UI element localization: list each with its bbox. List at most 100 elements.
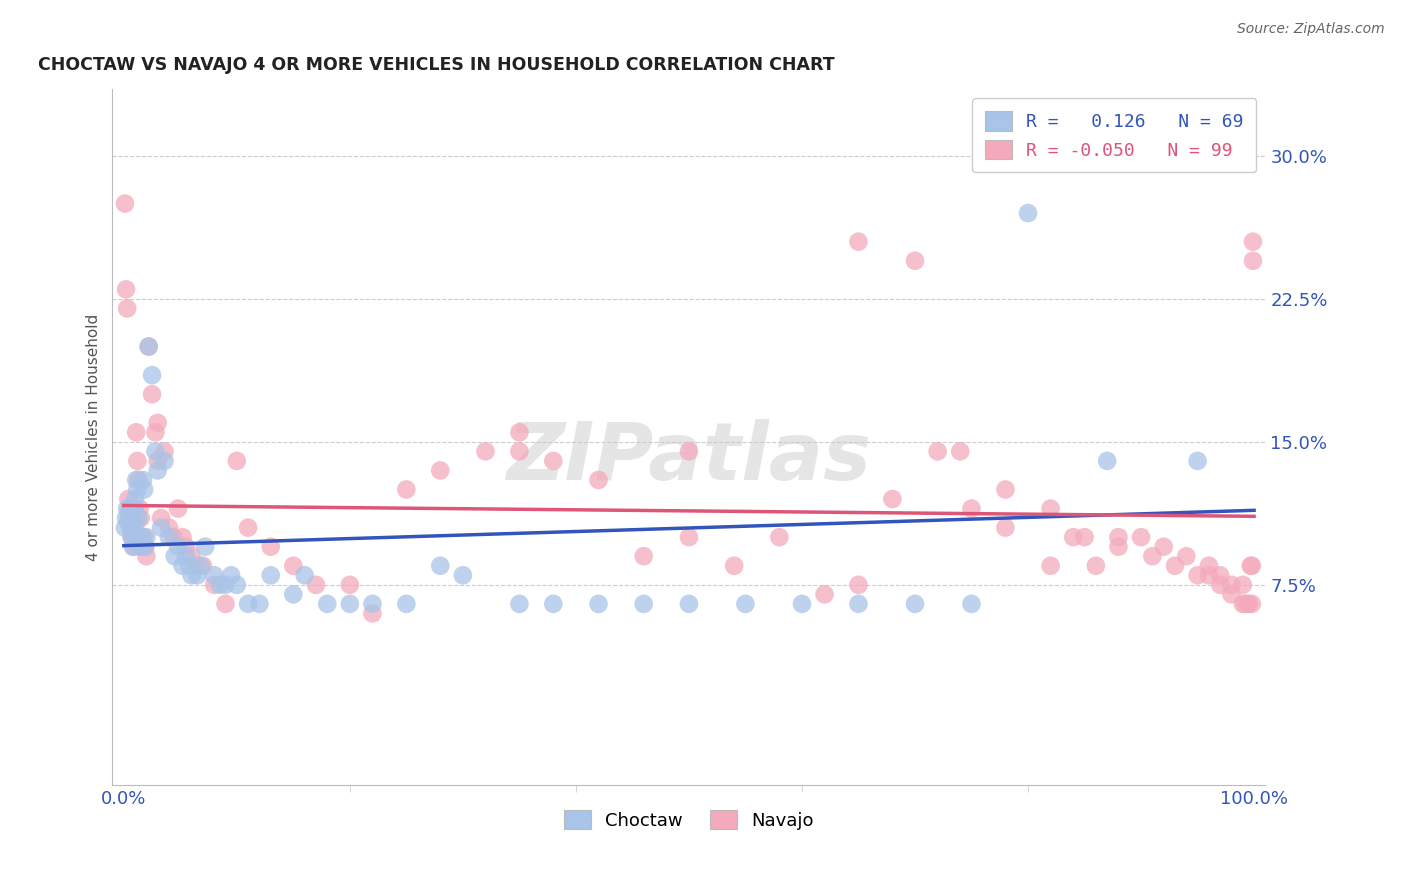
Point: [429, 558, 451, 573]
Point: [1164, 558, 1187, 573]
Point: [508, 597, 530, 611]
Point: [157, 521, 180, 535]
Point: [1237, 597, 1260, 611]
Point: [167, 501, 190, 516]
Point: [129, 511, 152, 525]
Point: [132, 473, 155, 487]
Point: [236, 521, 259, 535]
Point: [214, 597, 236, 611]
Point: [678, 597, 700, 611]
Point: [190, 558, 212, 573]
Point: [141, 387, 163, 401]
Point: [1142, 549, 1164, 564]
Point: [260, 540, 283, 554]
Point: [1232, 578, 1254, 592]
Point: [734, 597, 756, 611]
Point: [120, 501, 142, 516]
Point: [633, 549, 655, 564]
Point: [127, 483, 149, 497]
Point: [508, 425, 530, 440]
Point: [121, 530, 143, 544]
Point: [118, 501, 141, 516]
Point: [202, 578, 225, 592]
Point: [167, 540, 190, 554]
Point: [994, 521, 1017, 535]
Point: [122, 515, 145, 529]
Point: [1232, 597, 1254, 611]
Point: [131, 530, 153, 544]
Point: [122, 540, 145, 554]
Point: [361, 607, 384, 621]
Point: [124, 491, 146, 506]
Point: [180, 549, 202, 564]
Point: [236, 597, 259, 611]
Point: [115, 511, 138, 525]
Point: [361, 597, 384, 611]
Point: [124, 501, 146, 516]
Point: [127, 473, 149, 487]
Point: [163, 549, 186, 564]
Point: [124, 530, 146, 544]
Point: [121, 521, 143, 535]
Point: [146, 463, 169, 477]
Point: [1220, 578, 1243, 592]
Point: [1209, 578, 1232, 592]
Point: [150, 511, 173, 525]
Point: [127, 511, 149, 525]
Point: [138, 339, 160, 353]
Point: [134, 483, 156, 497]
Point: [180, 568, 202, 582]
Point: [138, 339, 160, 353]
Point: [249, 597, 271, 611]
Point: [1073, 530, 1095, 544]
Point: [1095, 454, 1118, 468]
Point: [904, 597, 927, 611]
Point: [283, 558, 305, 573]
Point: [172, 530, 194, 544]
Point: [162, 530, 184, 544]
Point: [145, 444, 167, 458]
Point: [339, 597, 361, 611]
Point: [118, 508, 141, 522]
Point: [1240, 558, 1263, 573]
Point: [1187, 568, 1209, 582]
Point: [260, 568, 283, 582]
Point: [633, 597, 655, 611]
Point: [283, 587, 305, 601]
Point: [1237, 597, 1260, 611]
Point: [121, 530, 143, 544]
Point: [1209, 568, 1232, 582]
Y-axis label: 4 or more Vehicles in Household: 4 or more Vehicles in Household: [86, 313, 101, 561]
Point: [848, 597, 870, 611]
Point: [305, 578, 328, 592]
Point: [214, 578, 236, 592]
Point: [1241, 253, 1264, 268]
Point: [543, 597, 565, 611]
Point: [174, 549, 197, 564]
Point: [294, 568, 316, 582]
Point: [172, 558, 194, 573]
Point: [128, 501, 150, 516]
Point: [1153, 540, 1175, 554]
Point: [678, 530, 700, 544]
Point: [1039, 558, 1062, 573]
Point: [1062, 530, 1084, 544]
Point: [960, 597, 983, 611]
Point: [429, 463, 451, 477]
Point: [141, 368, 163, 383]
Point: [1240, 597, 1263, 611]
Point: [848, 235, 870, 249]
Point: [949, 444, 972, 458]
Point: [117, 491, 139, 506]
Point: [134, 540, 156, 554]
Point: [146, 416, 169, 430]
Point: [122, 501, 145, 516]
Point: [1240, 558, 1263, 573]
Point: [135, 530, 157, 544]
Point: [191, 558, 214, 573]
Point: [225, 578, 247, 592]
Point: [1107, 540, 1129, 554]
Text: ZIPatlas: ZIPatlas: [506, 419, 872, 497]
Point: [129, 540, 152, 554]
Point: [451, 568, 474, 582]
